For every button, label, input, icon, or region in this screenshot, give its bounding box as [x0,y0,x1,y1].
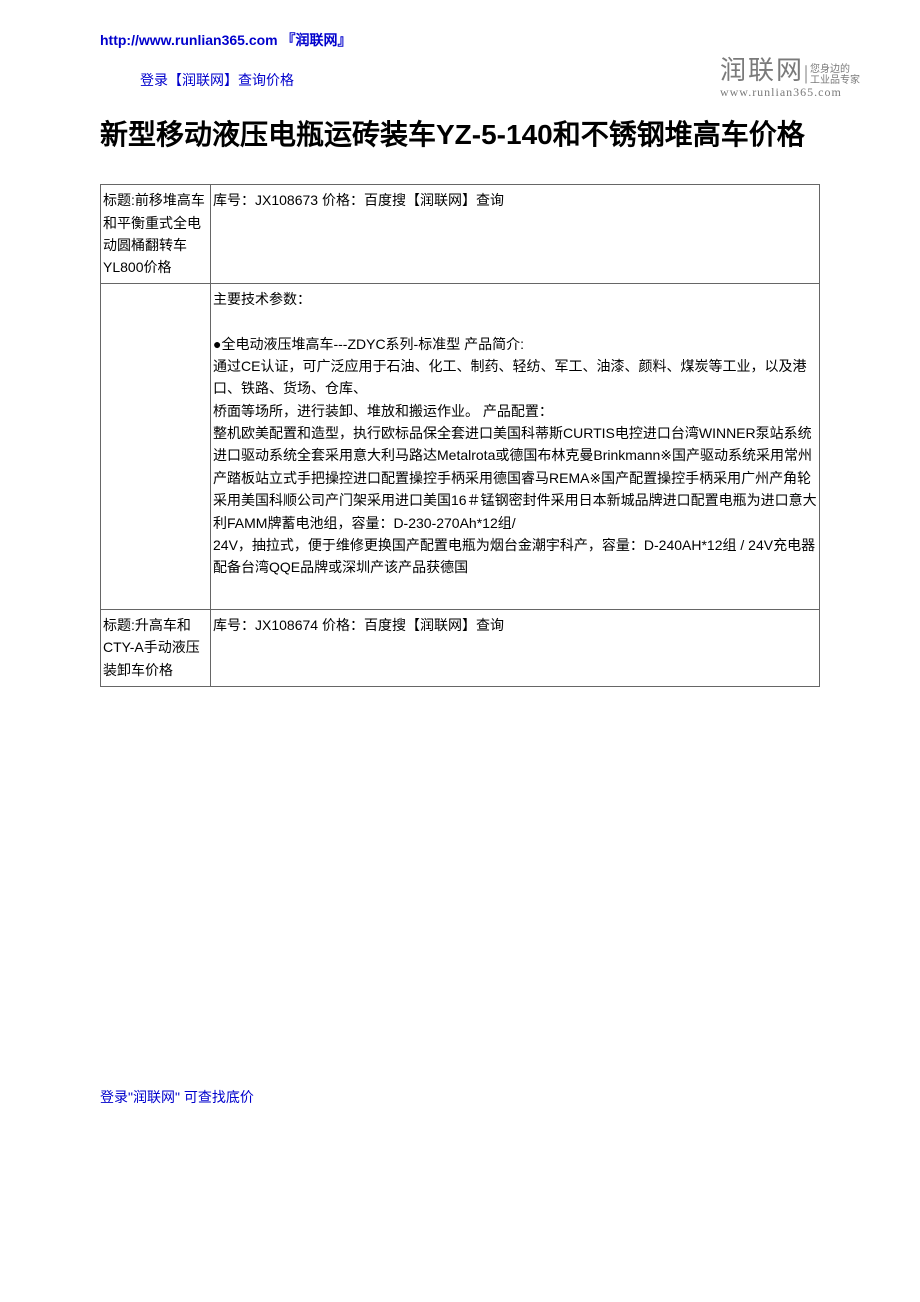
product-table: 标题:前移堆高车和平衡重式全电动圆桶翻转车YL800价格 库号：JX108673… [100,184,820,687]
watermark-brand: 润联网 [720,56,804,85]
watermark-url: www.runlian365.com [720,85,860,100]
table-row: 主要技术参数： ●全电动液压堆高车---ZDYC系列-标准型 产品简介: 通过C… [101,283,820,609]
table-row: 标题:前移堆高车和平衡重式全电动圆桶翻转车YL800价格 库号：JX108673… [101,185,820,284]
row1-title: 标题:前移堆高车和平衡重式全电动圆桶翻转车YL800价格 [101,185,211,284]
row3-info: 库号：JX108674 价格：百度搜【润联网】查询 [211,609,820,686]
header-link: http://www.runlian365.com 『润联网』 [100,30,820,50]
footer-link[interactable]: 登录"润联网" 可查找底价 [100,1087,820,1107]
watermark-logo: 润联网|您身边的工业品专家 www.runlian365.com [720,50,860,100]
table-row: 标题:升高车和CTY-A手动液压装卸车价格 库号：JX108674 价格：百度搜… [101,609,820,686]
watermark-tagline: 您身边的工业品专家 [810,64,860,86]
login-link[interactable]: 登录【润联网】查询价格 [140,70,820,90]
row2-content: 主要技术参数： ●全电动液压堆高车---ZDYC系列-标准型 产品简介: 通过C… [211,283,820,609]
row1-info: 库号：JX108673 价格：百度搜【润联网】查询 [211,185,820,284]
row3-title: 标题:升高车和CTY-A手动液压装卸车价格 [101,609,211,686]
site-url-link[interactable]: http://www.runlian365.com [100,32,278,48]
site-name: 『润联网』 [282,32,352,48]
page-title: 新型移动液压电瓶运砖装车YZ-5-140和不锈钢堆高车价格 [100,115,820,154]
row2-left [101,283,211,609]
